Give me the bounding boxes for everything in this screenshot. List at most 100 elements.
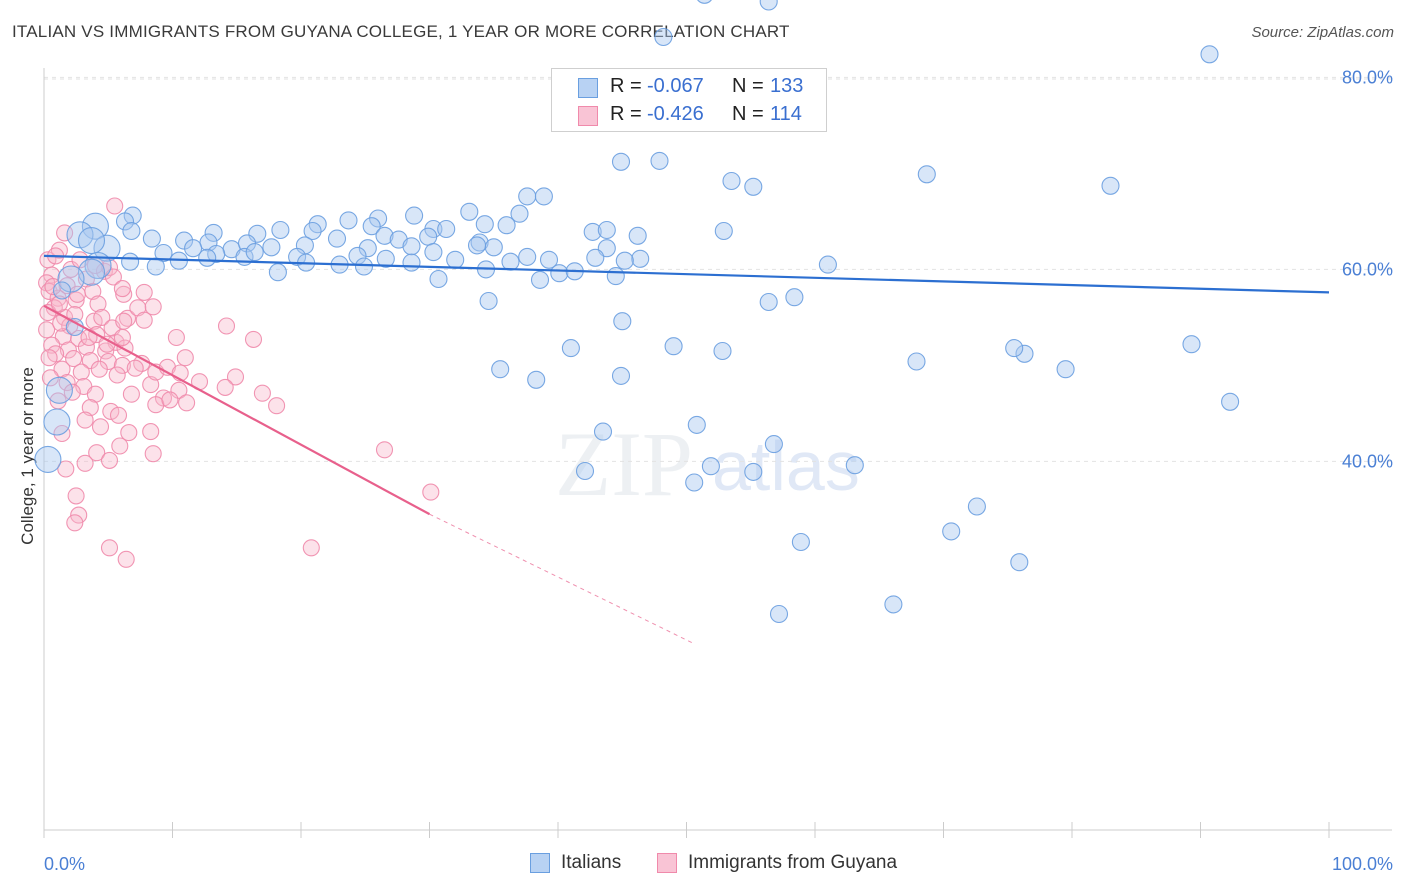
italian-point-59 <box>358 239 377 258</box>
italian-point-33 <box>497 216 516 235</box>
guyana-point-24 <box>43 336 61 354</box>
italian-point-51 <box>184 239 203 258</box>
italians-trendline <box>43 254 1330 294</box>
italian-point-8 <box>654 27 673 47</box>
italian-point-29 <box>303 221 322 241</box>
italian-point-12 <box>722 171 741 191</box>
guyana-point-76 <box>76 411 94 429</box>
guyana-point-96 <box>167 328 185 347</box>
guyana-point-47 <box>115 285 133 303</box>
guyana-point-95 <box>144 298 162 316</box>
italian-point-122 <box>845 456 864 475</box>
italian-point-89 <box>550 264 569 283</box>
italian-point-48 <box>470 233 489 252</box>
italians-n-value: 133 <box>770 75 804 97</box>
italian-point-98 <box>759 292 778 312</box>
x-ticks <box>43 822 1330 838</box>
legend-italians-label: Italians <box>561 852 622 873</box>
guyana-point-104 <box>70 506 88 524</box>
guyana-point-87 <box>57 460 75 478</box>
guyana-point-88 <box>217 317 236 335</box>
guyana-point-78 <box>91 418 110 436</box>
guyana-point-30 <box>81 352 99 370</box>
italian-point-74 <box>586 248 605 267</box>
italian-point-105 <box>1015 344 1034 363</box>
italian-point-9 <box>1200 45 1219 64</box>
italian-point-75 <box>631 249 650 268</box>
italian-point-118 <box>764 435 783 454</box>
italian-point-26 <box>339 211 358 230</box>
guyana-trendline-extension <box>429 513 695 645</box>
italian-point-110 <box>527 370 546 389</box>
italian-point-27 <box>437 219 456 239</box>
italian-point-100 <box>613 312 632 331</box>
guyana-point-106 <box>375 441 394 459</box>
guyana-point-73 <box>81 399 99 417</box>
italian-point-40 <box>142 229 161 248</box>
guyana-point-46 <box>89 295 107 313</box>
italian-point-113 <box>1221 392 1240 411</box>
italian-point-68 <box>376 249 395 268</box>
italian-point-114 <box>45 376 73 404</box>
guyana-point-90 <box>268 397 286 415</box>
guyana-point-61 <box>98 335 116 353</box>
y-tick-label-40: 40.0% <box>1342 451 1393 471</box>
italian-point-17 <box>534 187 553 206</box>
italian-point-15 <box>1101 176 1120 195</box>
guyana-r-value: -0.426 <box>647 103 704 125</box>
italian-point-123 <box>685 473 704 492</box>
italian-point-115 <box>687 415 706 434</box>
legend-guyana-label: Immigrants from Guyana <box>688 852 898 873</box>
legend-guyana-swatch <box>657 853 677 873</box>
guyana-point-16 <box>85 312 103 330</box>
italian-point-107 <box>907 352 926 371</box>
italian-point-116 <box>593 422 613 441</box>
italian-point-117 <box>43 408 71 436</box>
guyana-r-label: R = <box>610 103 648 125</box>
guyana-point-108 <box>100 539 119 557</box>
italians-swatch <box>578 78 598 98</box>
guyana-point-71 <box>102 402 120 420</box>
italian-point-119 <box>575 461 595 481</box>
italian-point-121 <box>744 462 763 481</box>
guyana-point-50 <box>93 308 111 326</box>
italian-point-45 <box>375 226 394 245</box>
guyana-n-value: 114 <box>770 103 802 125</box>
guyana-point-19 <box>38 321 56 339</box>
guyana-point-32 <box>113 356 131 374</box>
source-label: Source: ZipAtlas.com <box>1251 24 1394 41</box>
guyana-point-86 <box>144 445 162 463</box>
italian-point-13 <box>917 165 936 184</box>
italian-point-80 <box>146 257 165 276</box>
italian-point-87 <box>402 253 421 272</box>
italian-point-125 <box>967 497 986 516</box>
guyana-point-57 <box>104 268 122 286</box>
italian-point-65 <box>245 243 264 262</box>
italian-point-73 <box>539 250 559 269</box>
axes <box>43 68 1392 831</box>
guyana-point-43 <box>50 295 68 313</box>
guyana-point-101 <box>113 328 131 347</box>
guyana-point-93 <box>176 349 194 367</box>
italian-point-99 <box>785 288 804 307</box>
guyana-point-70 <box>86 385 104 403</box>
italian-point-56 <box>402 237 421 256</box>
guyana-point-111 <box>216 378 234 396</box>
italian-point-71 <box>501 252 520 271</box>
italian-point-93 <box>429 269 448 289</box>
guyana-point-103 <box>67 487 85 505</box>
italian-point-92 <box>530 270 550 289</box>
zipatlas-watermark: ZIP atlas <box>555 413 860 515</box>
italian-point-108 <box>1005 339 1024 358</box>
italian-point-103 <box>561 339 580 358</box>
italian-point-7 <box>759 0 778 11</box>
guyana-point-36 <box>90 360 108 378</box>
guyana-point-58 <box>113 280 131 298</box>
guyana-point-77 <box>109 406 128 424</box>
italian-point-44 <box>419 227 438 246</box>
guyana-trendline <box>43 304 431 516</box>
guyana-swatch <box>578 106 598 126</box>
italian-point-62 <box>154 243 173 263</box>
italian-point-97 <box>479 291 498 311</box>
italian-point-36 <box>597 220 616 240</box>
